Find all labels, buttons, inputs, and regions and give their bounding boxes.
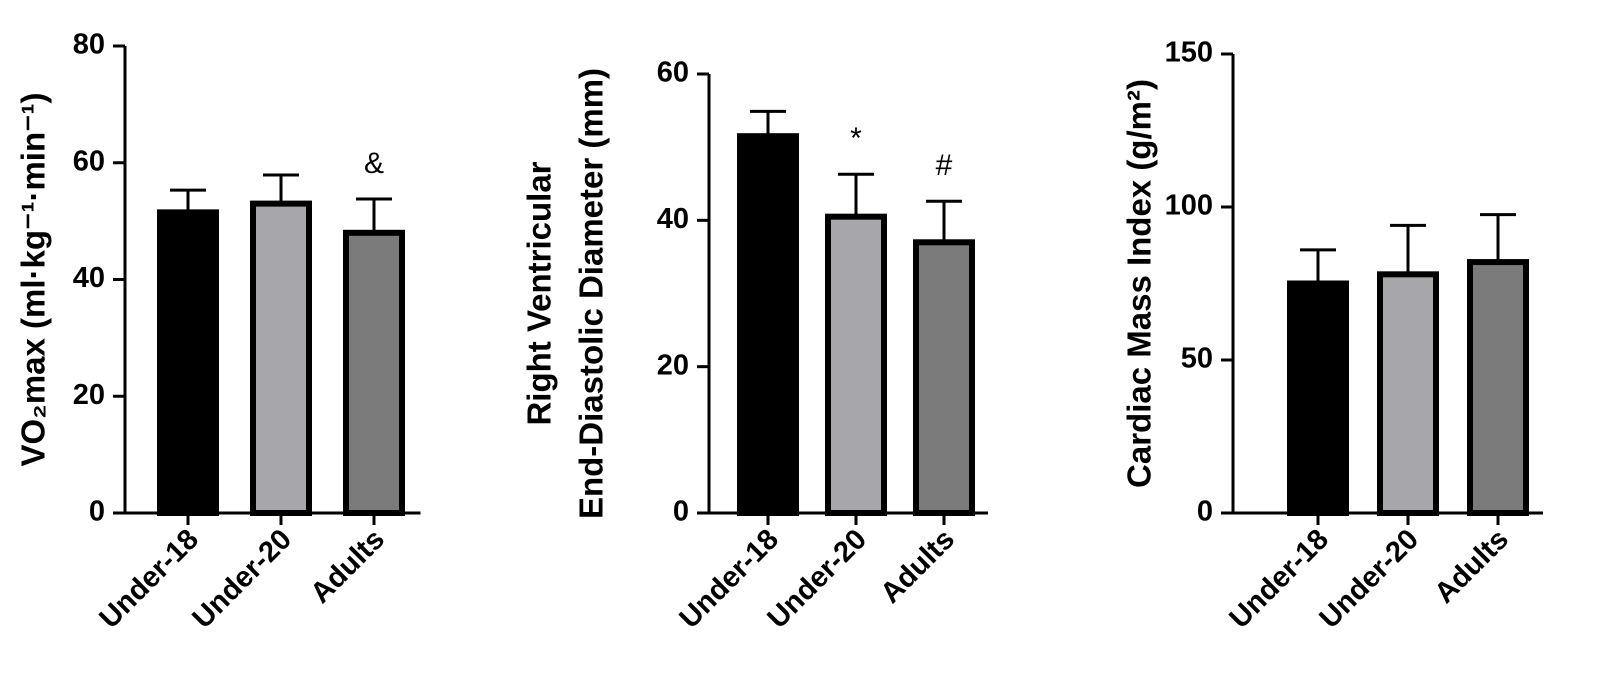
bar — [1467, 259, 1529, 516]
y-axis-label: VO₂max (ml·kg⁻¹·min⁻¹) — [15, 92, 52, 466]
y-tick-label: 0 — [89, 496, 105, 528]
y-tick-label: 60 — [73, 145, 105, 177]
y-tick-label: 40 — [73, 262, 105, 294]
bar — [1377, 271, 1439, 516]
y-axis-label: End-Diastolic Diameter (mm) — [573, 68, 610, 519]
y-tick-label: 20 — [73, 379, 105, 411]
y-tick-label: 40 — [657, 203, 689, 235]
y-tick-label: 60 — [657, 57, 689, 89]
bar — [737, 133, 799, 516]
y-tick-label: 20 — [657, 349, 689, 381]
bar — [825, 213, 887, 517]
y-axis-label: Right Ventricular — [521, 161, 558, 425]
y-tick-label: 0 — [673, 496, 689, 528]
y-axis-label: Cardiac Mass Index (g/m²) — [1121, 79, 1158, 488]
bar — [250, 200, 312, 517]
bar — [157, 209, 219, 516]
y-tick-label: 100 — [1165, 190, 1213, 222]
bar — [913, 239, 975, 517]
x-tick-label: Adults — [305, 523, 391, 609]
bar — [343, 229, 405, 517]
annotation: * — [850, 122, 862, 155]
annotation: & — [364, 147, 384, 180]
annotation: # — [936, 149, 953, 182]
y-tick-label: 80 — [73, 29, 105, 61]
x-tick-label: Under-20 — [1313, 523, 1425, 635]
x-tick-label: Adults — [1429, 523, 1515, 609]
y-tick-label: 150 — [1165, 37, 1213, 69]
y-tick-label: 0 — [1197, 496, 1213, 528]
bar — [1287, 280, 1349, 516]
x-tick-label: Under-20 — [186, 523, 298, 635]
y-tick-label: 50 — [1181, 343, 1213, 375]
x-tick-label: Adults — [875, 523, 961, 609]
x-tick-label: Under-18 — [93, 523, 205, 635]
